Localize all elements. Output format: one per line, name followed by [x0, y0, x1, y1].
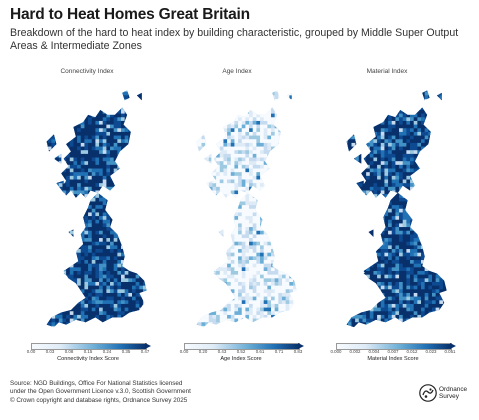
panel-title-material: Material Index	[366, 68, 408, 75]
legend-tick-label: 0.35	[121, 349, 131, 354]
legend-ticks: 0.000 0.002 0.004 0.007 0.012 0.023 0.051	[331, 349, 456, 357]
legend-label: Material Index Score	[367, 356, 419, 362]
legend-tick-label: 0.004	[368, 349, 380, 354]
os-logo-text: Ordnance	[439, 386, 468, 393]
legend-tick-label: 0.03	[45, 349, 55, 354]
legend-tick-label: 0.00	[179, 349, 189, 354]
source-line: Source: NGD Buildings, Office For Nation…	[10, 380, 183, 387]
map-age	[196, 90, 297, 328]
legend-tick-label: 0.71	[274, 349, 284, 354]
os-logo-text: Survey	[439, 393, 459, 401]
legend-arrow	[298, 343, 304, 349]
gb-shape	[46, 90, 147, 328]
legend-tick-label: 0.52	[236, 349, 246, 354]
legend-tick-label: 0.012	[406, 349, 418, 354]
legend-tick-label: 0.000	[330, 349, 342, 354]
legend-tick-label: 0.47	[140, 349, 150, 354]
panel-title-connectivity: Connectivity Index	[60, 68, 114, 75]
page-subtitle: Breakdown of the hard to heat index by b…	[10, 27, 459, 52]
legend-label: Age Index Score	[220, 356, 262, 362]
legend-tick-label: 0.43	[217, 349, 227, 354]
legend-tick-label: 0.08	[64, 349, 74, 354]
legend-tick-label: 0.15	[83, 349, 93, 354]
legend-arrow	[450, 343, 456, 349]
legend-label: Connectivity Index Score	[57, 356, 119, 362]
legend-ticks: 0.00 0.03 0.08 0.15 0.24 0.35 0.47	[27, 349, 150, 357]
legend-tick-label: 0.83	[293, 349, 303, 354]
gb-shape	[196, 90, 297, 328]
os-emblem-icon	[419, 384, 437, 402]
map-connectivity	[46, 90, 147, 328]
legend-tick-label: 0.002	[349, 349, 361, 354]
page-title: Hard to Heat Homes Great Britain	[10, 6, 250, 23]
legend-tick-label: 0.24	[102, 349, 112, 354]
legend-tick-label: 0.007	[387, 349, 399, 354]
legend-tick-label: 0.023	[425, 349, 437, 354]
legend-ticks: 0.00 0.20 0.43 0.52 0.61 0.71 0.83	[180, 349, 303, 357]
legend-tick-label: 0.20	[198, 349, 208, 354]
legend-tick-label: 0.00	[26, 349, 36, 354]
ordnance-survey-logo: Ordnance Survey	[419, 383, 471, 405]
gb-shape	[346, 90, 447, 328]
source-note: Source: NGD Buildings, Office For Nation…	[10, 380, 340, 405]
legend-tick-label: 0.051	[444, 349, 456, 354]
source-line: under the Open Government Licence v.3.0,…	[10, 388, 191, 396]
map-material	[346, 90, 447, 328]
legend-tick-label: 0.61	[255, 349, 265, 354]
panel-title-age: Age Index	[222, 68, 252, 75]
source-line: © Crown copyright and database rights, O…	[10, 396, 188, 404]
legend-arrow	[145, 343, 151, 349]
